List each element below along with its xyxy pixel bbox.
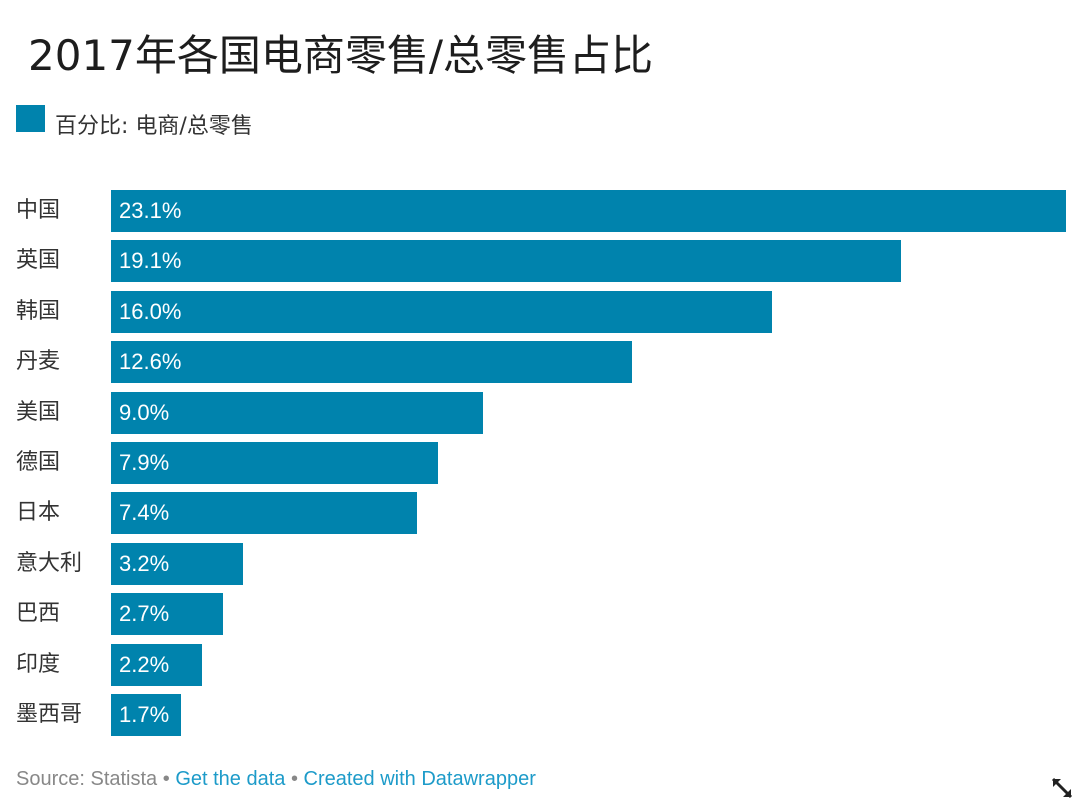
bar: [111, 190, 1066, 232]
value-label: 2.7%: [119, 601, 170, 627]
category-label: 印度: [16, 651, 61, 677]
value-label: 12.6%: [119, 349, 182, 375]
legend-swatch: [16, 104, 45, 132]
category-label: 日本: [16, 500, 61, 526]
bar: [111, 542, 244, 585]
category-label: 德国: [16, 450, 61, 475]
category-label: 英国: [16, 248, 61, 274]
value-label: 3.2%: [119, 550, 170, 576]
value-label: 7.9%: [119, 450, 170, 475]
value-label: 16.0%: [119, 298, 182, 324]
value-label: 2.2%: [119, 651, 170, 677]
bar: [111, 593, 223, 636]
category-label: 韩国: [16, 298, 61, 324]
category-label: 美国: [16, 399, 61, 425]
separator: •: [285, 768, 304, 790]
footer: Source: Statista • Get the data • Create…: [16, 768, 536, 791]
legend-label: 百分比: 电商/总零售: [55, 114, 253, 139]
bar: [111, 240, 901, 283]
bar: [111, 492, 417, 535]
legend: 百分比: 电商/总零售: [16, 102, 253, 139]
category-label: 巴西: [16, 601, 61, 627]
value-label: 19.1%: [119, 248, 182, 274]
value-label: 23.1%: [119, 198, 182, 223]
value-label: 1.7%: [119, 702, 170, 727]
source-text: Source: Statista: [16, 768, 158, 790]
bar: [111, 341, 632, 384]
bar: [111, 290, 773, 333]
category-label: 中国: [16, 198, 61, 223]
category-label: 丹麦: [16, 349, 61, 375]
separator: •: [157, 768, 176, 790]
category-label: 意大利: [16, 550, 83, 576]
category-label: 墨西哥: [16, 702, 83, 727]
value-label: 9.0%: [119, 399, 170, 425]
bar: [111, 442, 438, 484]
bar: [111, 391, 484, 434]
bar: [111, 694, 182, 736]
datawrapper-link[interactable]: Created with Datawrapper: [303, 768, 536, 790]
get-data-link[interactable]: Get the data: [175, 768, 286, 790]
expand-arrows-icon[interactable]: [1050, 776, 1074, 800]
chart-title: 2017年各国电商零售/总零售占比: [28, 31, 654, 80]
value-label: 7.4%: [119, 500, 170, 526]
bar: [111, 643, 202, 686]
